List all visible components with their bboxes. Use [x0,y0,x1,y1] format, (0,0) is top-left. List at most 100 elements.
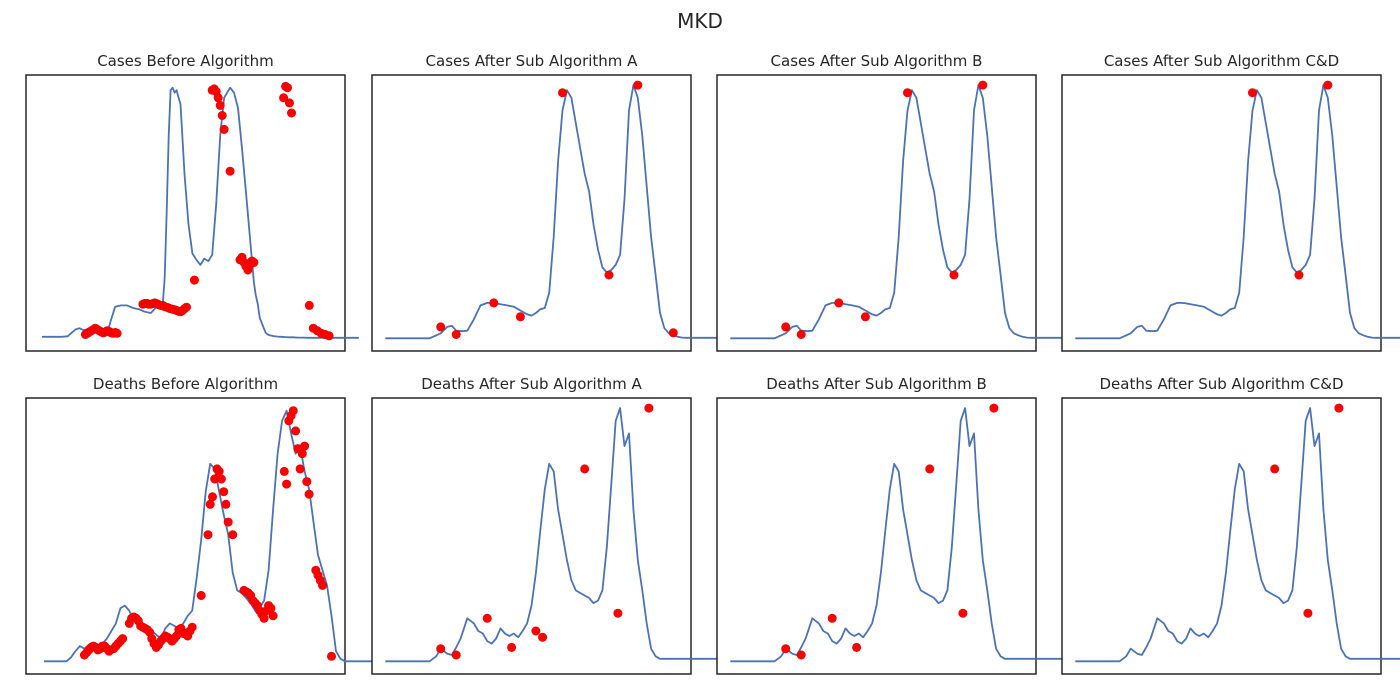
peak-marker-48 [225,166,235,176]
peak-marker-16 [118,634,128,644]
peak-marker-16 [112,328,122,338]
peak-marker-87 [317,580,327,590]
peak-marker-2 [827,613,837,623]
peak-marker-46 [196,590,206,600]
peak-marker-67 [324,331,334,341]
peak-marker-76 [288,406,298,416]
peak-marker-2 [1334,403,1344,413]
subplot-title: Cases Before Algorithm [97,52,274,70]
subplot-5: Deaths After Sub Algorithm A [371,375,718,675]
peak-marker-56 [223,517,233,527]
peak-marker-5 [538,632,548,642]
figure-title: MKD [677,9,723,33]
plot-frame [1061,397,1382,675]
plot-frame [371,74,692,352]
peak-marker-82 [302,477,312,487]
peak-marker-4 [925,464,935,474]
peak-marker-2 [482,613,492,623]
peak-marker-81 [300,441,310,451]
peak-marker-60 [284,98,294,108]
series-line-0 [1075,407,1400,663]
peak-marker-8 [644,403,654,413]
peak-marker-62 [304,300,314,310]
peak-marker-1 [1294,270,1304,280]
plot-frame [371,397,692,675]
subplot-1: Cases After Sub Algorithm A [371,52,718,352]
peak-marker-71 [268,611,278,621]
peak-marker-67 [259,613,269,623]
peak-marker-39 [182,302,192,312]
peak-marker-79 [295,464,305,474]
peak-marker-2 [834,298,844,308]
peak-marker-1 [796,329,806,339]
peak-marker-0 [1248,88,1258,98]
peak-marker-48 [205,499,215,509]
subplot-2: Cases After Sub Algorithm B [716,52,1063,352]
series-line-0 [1075,84,1400,340]
subplot-title: Cases After Sub Algorithm A [426,52,639,70]
peak-marker-70 [266,603,276,613]
subplot-title: Deaths After Sub Algorithm A [421,375,642,393]
subplot-title: Cases After Sub Algorithm B [771,52,983,70]
subplot-title: Deaths After Sub Algorithm B [766,375,987,393]
subplot-4: Deaths Before Algorithm [25,375,395,675]
series-line-0 [41,86,359,339]
peak-marker-3 [852,642,862,652]
peak-marker-56 [249,257,259,267]
peak-marker-47 [203,530,213,540]
peak-marker-83 [304,489,314,499]
peak-marker-3 [860,312,870,322]
subplot-title: Deaths Before Algorithm [93,375,278,393]
subplot-6: Deaths After Sub Algorithm B [716,375,1063,675]
peak-marker-5 [604,270,614,280]
peak-marker-0 [781,644,791,654]
peak-marker-6 [633,80,643,90]
peak-marker-3 [507,642,517,652]
peak-marker-57 [279,93,289,103]
peak-marker-2 [1323,80,1333,90]
peak-marker-7 [668,328,678,338]
peak-marker-1 [796,650,806,660]
peak-marker-44 [213,93,223,103]
peak-marker-6 [989,403,999,413]
peak-marker-5 [958,608,968,618]
peak-marker-0 [781,322,791,332]
series-line-0 [385,407,718,663]
subplot-title: Cases After Sub Algorithm C&D [1104,52,1339,70]
peak-marker-4 [557,88,567,98]
peak-marker-6 [978,80,988,90]
peak-marker-0 [436,322,446,332]
peak-marker-7 [613,608,623,618]
peak-marker-46 [217,111,227,121]
peak-marker-0 [1270,464,1280,474]
peak-marker-80 [297,449,307,459]
peak-marker-45 [187,622,197,632]
peak-marker-54 [219,487,229,497]
peak-marker-1 [451,650,461,660]
peak-marker-5 [949,270,959,280]
subplot-3: Cases After Sub Algorithm C&D [1061,52,1400,352]
plot-frame [716,74,1037,352]
peak-marker-49 [208,492,218,502]
subplot-0: Cases Before Algorithm [25,52,359,352]
peak-marker-88 [326,651,336,661]
peak-marker-3 [515,312,525,322]
peak-marker-57 [228,530,238,540]
plot-frame [716,397,1037,675]
peak-marker-61 [286,108,296,118]
peak-marker-55 [221,499,231,509]
peak-marker-72 [279,466,289,476]
peak-marker-4 [902,88,912,98]
peak-marker-1 [1303,608,1313,618]
series-line-0 [44,409,395,663]
peak-marker-47 [219,124,229,134]
peak-marker-1 [451,329,461,339]
peak-marker-53 [216,474,226,484]
peak-marker-40 [189,275,199,285]
peak-marker-2 [489,298,499,308]
subplot-7: Deaths After Sub Algorithm C&D [1061,375,1400,675]
peak-marker-77 [291,426,301,436]
peak-marker-52 [214,466,224,476]
series-line-0 [730,407,1063,663]
